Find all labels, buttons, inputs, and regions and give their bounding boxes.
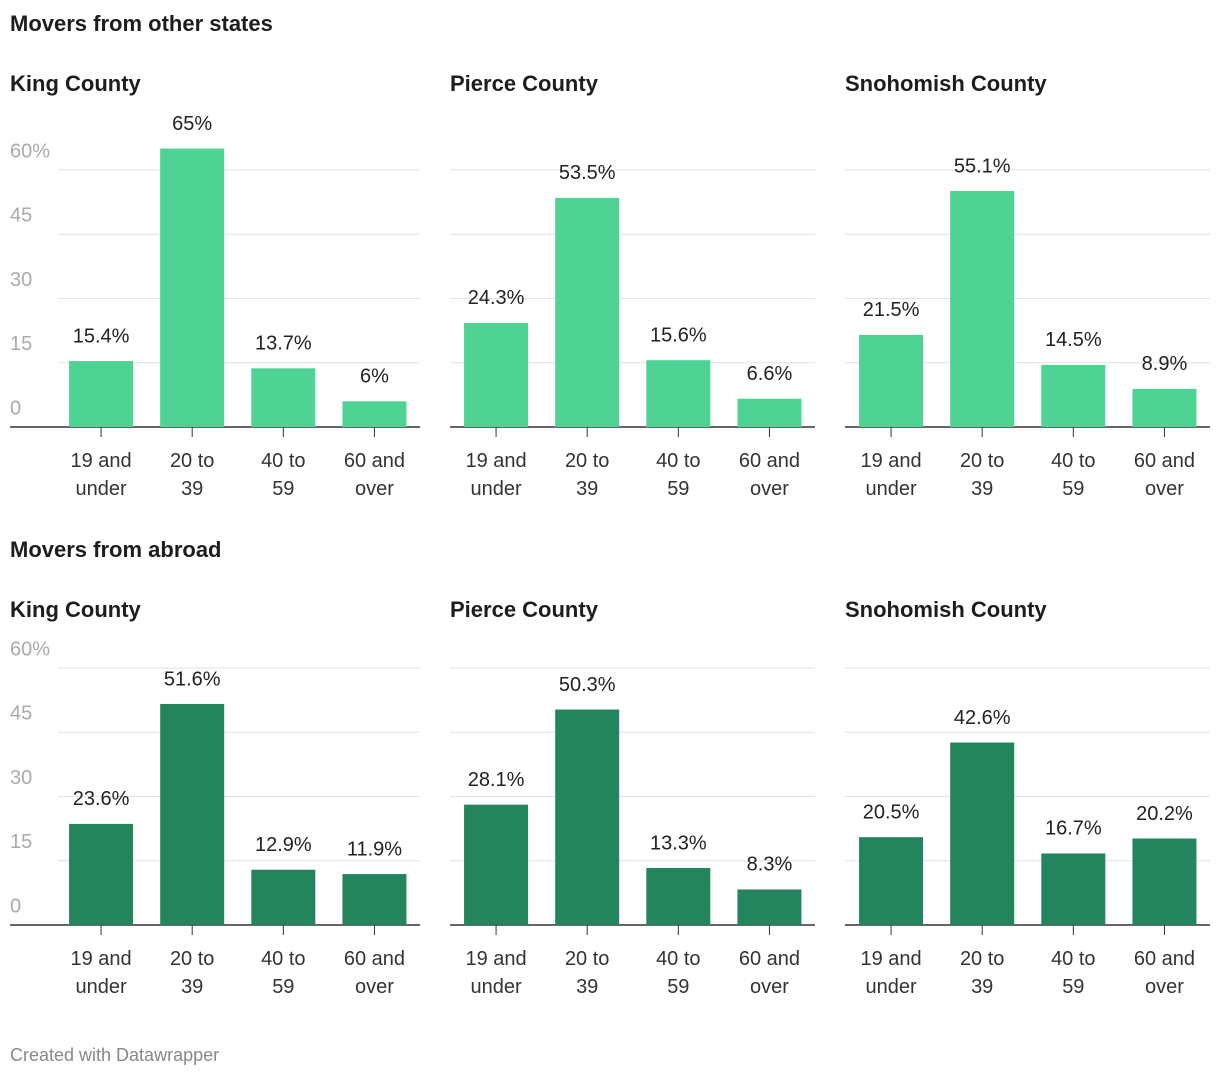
value-label: 28.1% xyxy=(468,769,525,791)
x-tick-label: 20 to 39 xyxy=(960,450,1004,500)
value-label: 8.3% xyxy=(747,854,793,876)
bar xyxy=(950,742,1015,925)
value-label: 13.7% xyxy=(255,333,312,355)
value-label: 23.6% xyxy=(73,788,130,810)
bar xyxy=(950,190,1015,427)
value-label: 20.2% xyxy=(1136,803,1193,825)
value-label: 14.5% xyxy=(1045,329,1102,351)
x-tick-label: 19 and under xyxy=(860,450,921,500)
value-label: 15.6% xyxy=(650,324,707,346)
bar xyxy=(646,360,711,427)
y-tick-label: 0 xyxy=(10,397,21,419)
x-tick-label: 60 and over xyxy=(344,948,405,998)
value-label: 20.5% xyxy=(863,801,920,823)
value-label: 16.7% xyxy=(1045,818,1102,840)
y-tick-label: 0 xyxy=(10,895,21,917)
bar xyxy=(69,361,134,427)
x-tick-label: 40 to 59 xyxy=(1051,450,1095,500)
chart-title: King County xyxy=(10,71,142,96)
bar xyxy=(737,398,802,427)
x-tick-label: 20 to 39 xyxy=(565,948,609,998)
bar xyxy=(342,874,407,925)
value-label: 53.5% xyxy=(559,162,616,184)
y-tick-label: 45 xyxy=(10,205,32,227)
y-tick-label: 15 xyxy=(10,831,32,853)
bar xyxy=(737,889,802,925)
y-tick-label: 30 xyxy=(10,269,32,291)
x-tick-label: 60 and over xyxy=(739,948,800,998)
y-tick-label: 30 xyxy=(10,767,32,789)
bar xyxy=(1041,364,1106,427)
x-tick-label: 19 and under xyxy=(465,948,526,998)
x-tick-label: 20 to 39 xyxy=(170,450,214,500)
footer: Created with Datawrapper xyxy=(10,1045,219,1065)
value-label: 24.3% xyxy=(468,287,525,309)
y-tick-label: 15 xyxy=(10,333,32,355)
y-tick-label: 60% xyxy=(10,140,50,162)
x-tick-label: 20 to 39 xyxy=(565,450,609,500)
value-label: 13.3% xyxy=(650,832,707,854)
chart-title: Pierce County xyxy=(450,71,599,96)
value-label: 51.6% xyxy=(164,668,221,690)
x-tick-label: 60 and over xyxy=(344,450,405,500)
x-tick-label: 60 and over xyxy=(1134,948,1195,998)
bar xyxy=(646,868,711,925)
x-tick-label: 40 to 59 xyxy=(1051,948,1095,998)
chart-title: Snohomish County xyxy=(845,597,1047,622)
x-tick-label: 40 to 59 xyxy=(261,948,305,998)
value-label: 65% xyxy=(172,113,212,135)
bar xyxy=(1132,838,1197,925)
x-tick-label: 19 and under xyxy=(860,948,921,998)
bar xyxy=(555,709,620,925)
chart-title: King County xyxy=(10,597,142,622)
bar xyxy=(859,334,924,427)
x-tick-label: 19 and under xyxy=(70,948,131,998)
bar xyxy=(342,401,407,427)
bar xyxy=(464,322,529,427)
x-tick-label: 40 to 59 xyxy=(261,450,305,500)
bar xyxy=(555,197,620,427)
x-tick-label: 20 to 39 xyxy=(960,948,1004,998)
bar xyxy=(1041,853,1106,925)
value-label: 8.9% xyxy=(1142,353,1188,375)
x-tick-label: 19 and under xyxy=(70,450,131,500)
y-tick-label: 45 xyxy=(10,703,32,725)
value-label: 6.6% xyxy=(747,363,793,385)
bar xyxy=(251,368,316,427)
value-label: 12.9% xyxy=(255,834,312,856)
x-tick-label: 40 to 59 xyxy=(656,450,700,500)
section-title: Movers from abroad xyxy=(10,537,222,562)
x-tick-label: 60 and over xyxy=(1134,450,1195,500)
bar xyxy=(69,823,134,925)
x-tick-label: 19 and under xyxy=(465,450,526,500)
bar xyxy=(464,804,529,925)
value-label: 6% xyxy=(360,366,389,388)
bar xyxy=(251,869,316,925)
value-label: 21.5% xyxy=(863,299,920,321)
x-tick-label: 60 and over xyxy=(739,450,800,500)
value-label: 15.4% xyxy=(73,325,130,347)
bar xyxy=(859,837,924,925)
value-label: 11.9% xyxy=(347,838,402,860)
chart-title: Pierce County xyxy=(450,597,599,622)
x-tick-label: 20 to 39 xyxy=(170,948,214,998)
bar xyxy=(1132,388,1197,427)
value-label: 50.3% xyxy=(559,674,616,696)
x-tick-label: 40 to 59 xyxy=(656,948,700,998)
value-label: 42.6% xyxy=(954,707,1011,729)
chart-title: Snohomish County xyxy=(845,71,1047,96)
bar xyxy=(160,703,225,925)
y-tick-label: 60% xyxy=(10,638,50,660)
bar xyxy=(160,148,225,428)
value-label: 55.1% xyxy=(954,155,1011,177)
section-title: Movers from other states xyxy=(10,11,273,36)
